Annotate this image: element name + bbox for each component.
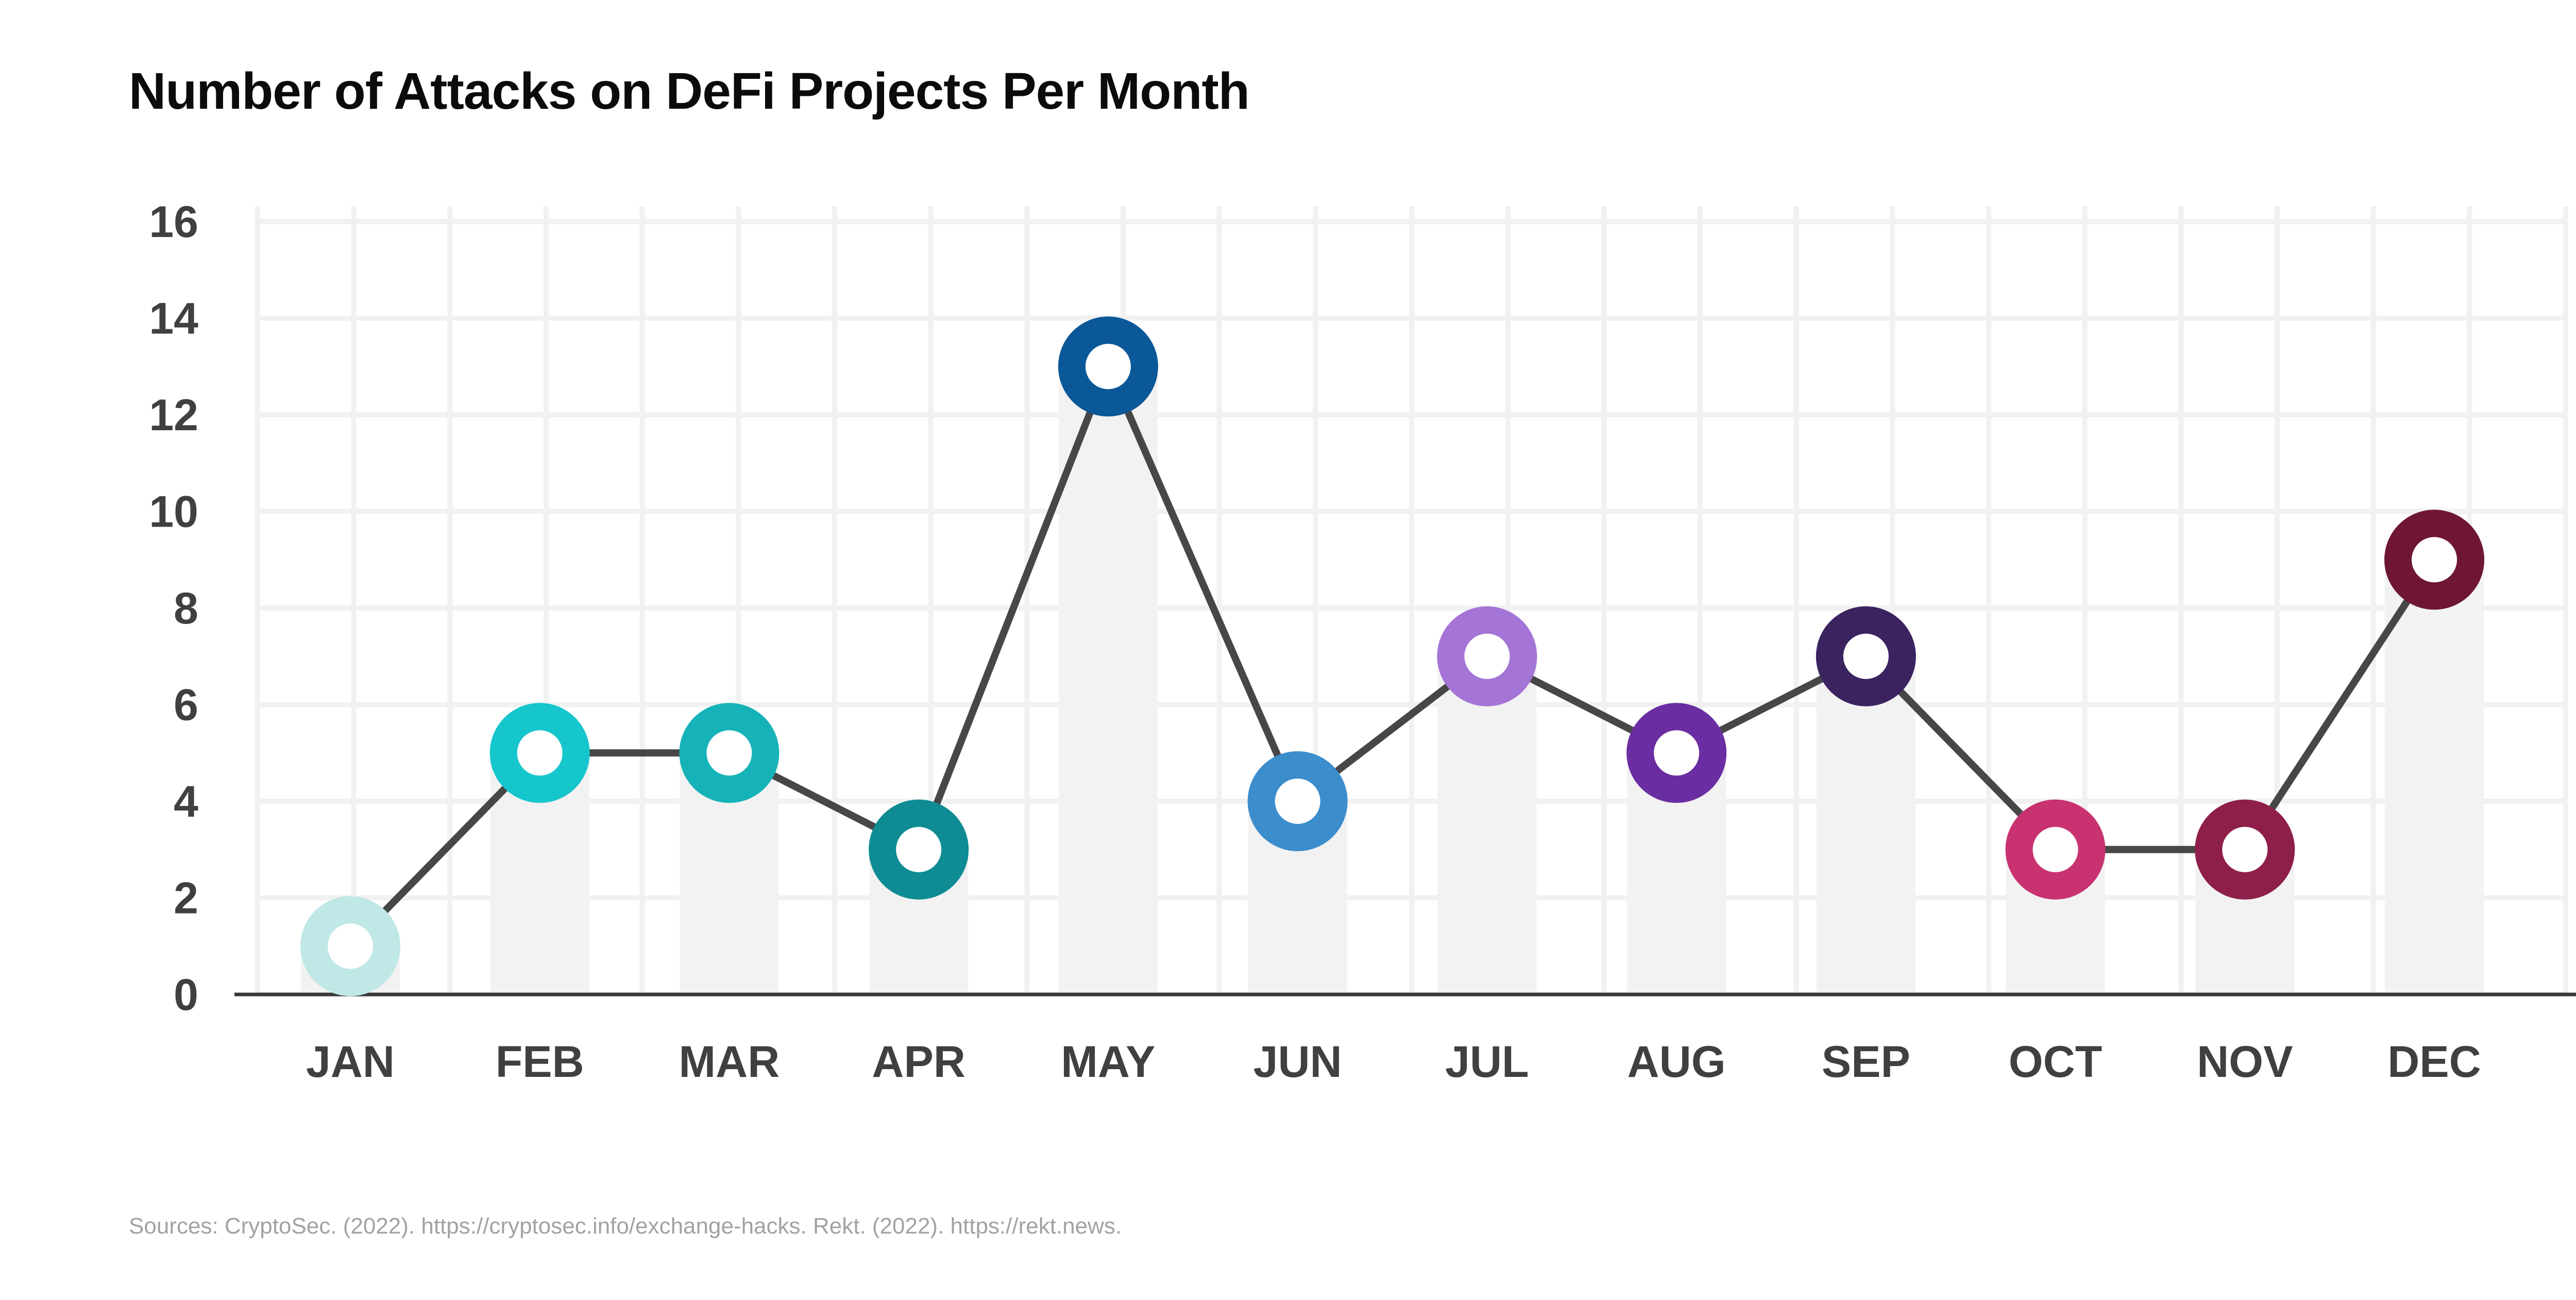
point-center <box>1464 633 1510 679</box>
y-tick-label-10: 10 <box>149 487 198 537</box>
y-tick-label-6: 6 <box>174 681 198 730</box>
point-center <box>1654 730 1700 776</box>
y-axis-ticks: 0 2 4 6 8 10 12 14 16 <box>149 197 198 1020</box>
point-center <box>1085 344 1131 390</box>
point-aug <box>1568 703 1727 862</box>
source-note: Sources: CryptoSec. (2022). https://cryp… <box>129 1213 1122 1239</box>
x-tick-label-oct: OCT <box>2009 1037 2103 1087</box>
bar-jul <box>1437 656 1537 994</box>
x-tick-label-dec: DEC <box>2387 1037 2481 1087</box>
x-tick-label-mar: MAR <box>679 1037 780 1087</box>
y-tick-label-12: 12 <box>149 391 198 440</box>
x-axis-ticks: JAN FEB MAR APR MAY JUN JUL AUG SEP OCT NOV DEC <box>306 1037 2481 1087</box>
series-line <box>347 363 2438 950</box>
point-dec <box>2326 510 2484 668</box>
y-tick-label-2: 2 <box>174 874 198 923</box>
point-jan <box>242 896 400 1055</box>
series-markers <box>242 316 2484 1055</box>
point-apr <box>810 799 969 958</box>
x-tick-label-aug: AUG <box>1628 1037 1726 1087</box>
y-tick-label-14: 14 <box>149 294 198 344</box>
point-may <box>999 316 1158 475</box>
x-tick-label-nov: NOV <box>2197 1037 2293 1087</box>
series-polyline <box>347 363 2438 950</box>
x-tick-label-apr: APR <box>872 1037 965 1087</box>
point-feb <box>431 703 590 862</box>
point-center <box>1275 779 1320 824</box>
point-center <box>2412 537 2457 583</box>
point-center <box>706 730 752 776</box>
x-tick-label-jun: JUN <box>1253 1037 1342 1087</box>
x-tick-label-may: MAY <box>1061 1037 1155 1087</box>
y-tick-label-4: 4 <box>174 777 198 826</box>
x-tick-label-sep: SEP <box>1822 1037 1910 1087</box>
x-tick-label-feb: FEB <box>496 1037 584 1087</box>
point-oct <box>1947 799 2106 958</box>
point-nov <box>2137 799 2295 958</box>
x-tick-label-jul: JUL <box>1445 1037 1529 1087</box>
chart-title: Number of Attacks on DeFi Projects Per M… <box>129 62 1250 120</box>
y-tick-label-8: 8 <box>174 584 198 633</box>
y-tick-label-0: 0 <box>174 970 198 1020</box>
y-tick-label-16: 16 <box>149 197 198 247</box>
point-center <box>2222 826 2268 872</box>
point-center <box>2032 826 2078 872</box>
bar-sep <box>1816 656 1916 994</box>
point-center <box>328 923 373 969</box>
point-center <box>1843 633 1889 679</box>
point-jun <box>1189 751 1348 909</box>
point-center <box>517 730 563 776</box>
x-tick-label-jan: JAN <box>306 1037 395 1087</box>
bar-dec <box>2385 560 2484 994</box>
point-sep <box>1757 606 1916 765</box>
bar-may <box>1058 366 1158 994</box>
point-mar <box>621 703 779 862</box>
point-shadow <box>999 335 1139 475</box>
point-jul <box>1379 606 1537 765</box>
grid <box>255 206 2568 997</box>
point-center <box>896 826 942 872</box>
